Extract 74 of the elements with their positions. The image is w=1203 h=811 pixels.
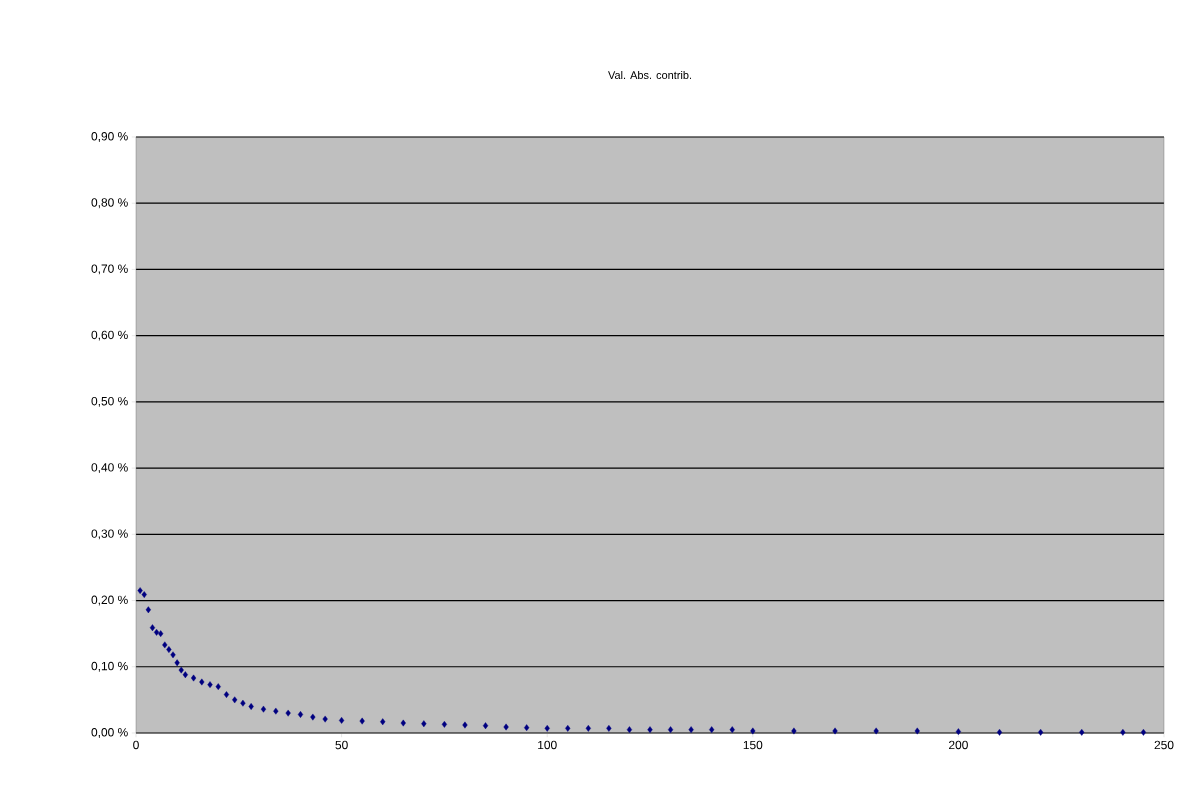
x-tick-label: 250 (1154, 740, 1174, 750)
point (149, 624, 156, 632)
point (359, 717, 365, 725)
point (380, 718, 386, 726)
point (207, 681, 213, 689)
point (544, 724, 550, 732)
y-tick-label: 0,60 % (91, 330, 128, 341)
point (248, 703, 254, 710)
point (174, 659, 180, 667)
point (421, 720, 427, 728)
y-tick-label: 0,90 % (91, 132, 128, 142)
point (1140, 728, 1147, 736)
point (482, 722, 489, 730)
point (215, 683, 221, 691)
point (137, 587, 143, 594)
point (647, 726, 653, 734)
point (606, 724, 612, 732)
point (1120, 728, 1126, 736)
x-tick-label: 0 (133, 740, 139, 750)
y-tick-label: 0,70 % (91, 264, 128, 275)
point (273, 707, 279, 715)
point (178, 666, 184, 674)
point (565, 724, 571, 732)
point (832, 727, 838, 735)
point (524, 724, 530, 732)
x-tick-label: 200 (949, 740, 968, 750)
point (873, 727, 879, 735)
point (141, 591, 147, 598)
point (400, 719, 406, 727)
point (145, 606, 151, 614)
y-tick-label: 0,10 % (91, 661, 128, 672)
point (503, 723, 509, 731)
x-tick-label: 50 (335, 740, 348, 750)
point (626, 726, 633, 734)
y-tick-label: 0,40 % (91, 463, 128, 474)
point (955, 728, 961, 736)
point (158, 630, 164, 638)
y-tick-label: 0,30 % (91, 529, 128, 540)
point (1079, 728, 1085, 736)
point (260, 705, 267, 713)
point (285, 709, 291, 717)
point (232, 696, 238, 704)
y-tick-label: 0,80 % (91, 198, 128, 209)
x-tick-label: 150 (743, 740, 763, 750)
y-tick-label: 0,00 % (91, 728, 128, 738)
point (190, 674, 197, 682)
point (170, 651, 176, 659)
y-tick-label: 0,50 % (91, 396, 128, 407)
point (310, 713, 316, 721)
y-tick-label: 0,20 % (91, 595, 128, 606)
point (1038, 728, 1044, 736)
x-tick-label: 100 (538, 740, 557, 750)
point (223, 691, 230, 698)
point (322, 715, 328, 723)
point (166, 646, 172, 653)
point (914, 727, 920, 735)
point (462, 721, 468, 729)
point (667, 726, 674, 734)
point (162, 641, 168, 649)
point (339, 717, 345, 724)
point (199, 678, 205, 686)
point (996, 728, 1003, 736)
point (729, 726, 735, 734)
point (297, 711, 304, 718)
point (791, 727, 797, 735)
point (153, 628, 160, 636)
point (750, 727, 756, 735)
chart-title: Val. Abs. contrib. (608, 70, 692, 80)
point (688, 726, 694, 734)
point (182, 671, 188, 679)
point (240, 699, 246, 707)
point (709, 726, 715, 734)
point (585, 724, 591, 732)
point (441, 720, 447, 728)
